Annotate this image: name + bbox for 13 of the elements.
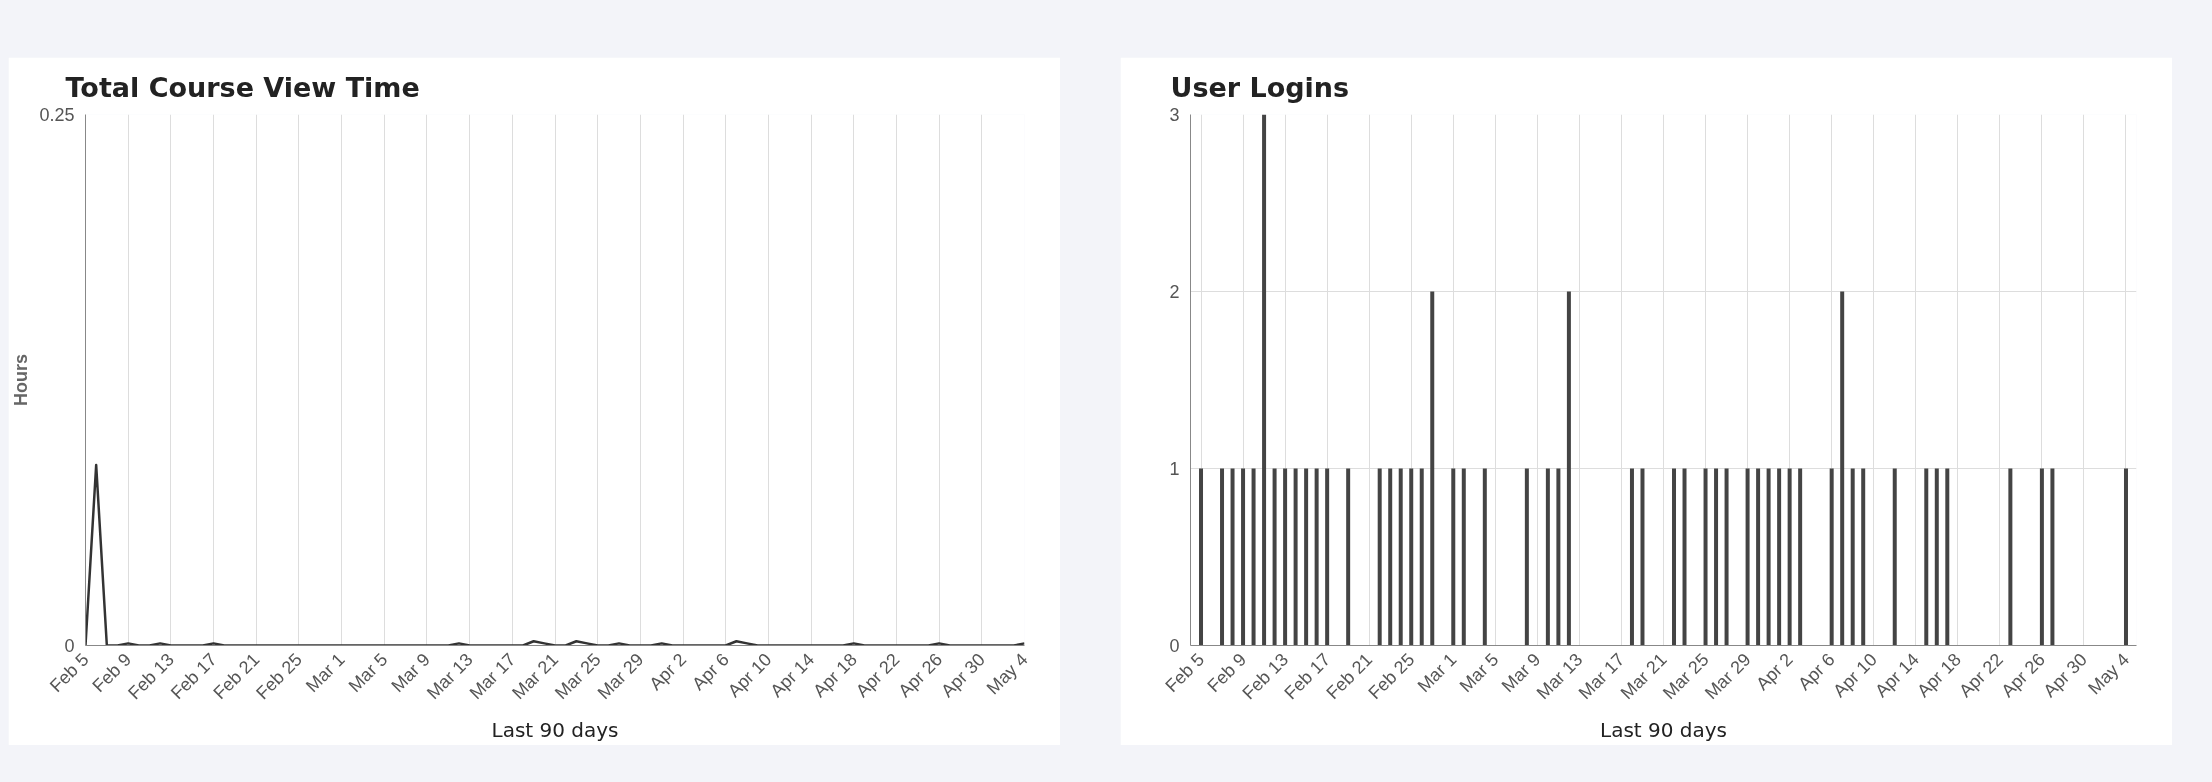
chart-title: Total Course View Time bbox=[65, 71, 420, 103]
x-tick-label: Apr 2 bbox=[1752, 649, 1797, 694]
y-tick-label: 1 bbox=[1169, 459, 1180, 479]
y-tick-label: 0 bbox=[64, 636, 75, 656]
y-axis-title: Hours bbox=[11, 353, 32, 406]
y-tick-label: 0 bbox=[1169, 636, 1180, 656]
y-tick-label: 3 bbox=[1169, 105, 1180, 125]
chart-title: User Logins bbox=[1170, 71, 1350, 103]
x-axis-title: Last 90 days bbox=[1599, 718, 1728, 743]
y-tick-label: 2 bbox=[1169, 282, 1180, 302]
y-tick-label: 0.25 bbox=[39, 105, 75, 125]
x-axis-title: Last 90 days bbox=[491, 718, 619, 743]
x-tick-label: Apr 2 bbox=[645, 649, 691, 694]
